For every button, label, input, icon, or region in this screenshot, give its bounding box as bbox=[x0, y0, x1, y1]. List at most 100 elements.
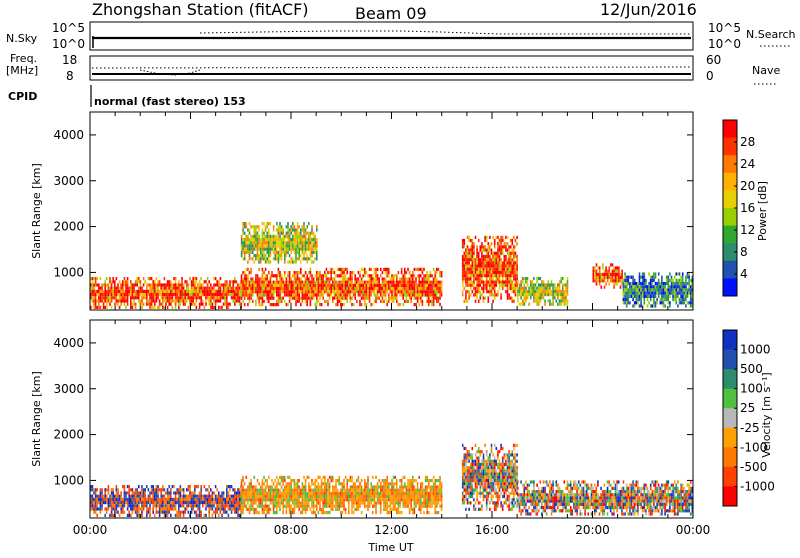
echo-cell bbox=[310, 293, 312, 296]
echo-cell bbox=[436, 277, 438, 280]
echo-cell bbox=[512, 284, 514, 287]
echo-cell bbox=[428, 293, 430, 296]
echo-cell bbox=[343, 508, 345, 511]
nave-tick-bottom: 0 bbox=[706, 69, 714, 83]
echo-cell bbox=[191, 504, 193, 507]
echo-cell bbox=[215, 485, 217, 488]
echo-cell bbox=[180, 293, 182, 296]
echo-cell bbox=[543, 280, 545, 283]
echo-cell bbox=[359, 281, 361, 284]
echo-cell bbox=[468, 268, 470, 271]
echo-cell bbox=[286, 287, 288, 290]
echo-cell bbox=[346, 489, 348, 492]
echo-cell bbox=[324, 492, 326, 495]
echo-cell bbox=[366, 284, 368, 287]
echo-cell bbox=[486, 249, 488, 252]
echo-cell bbox=[396, 482, 398, 485]
echo-cell bbox=[199, 306, 201, 309]
echo-cell bbox=[346, 485, 348, 488]
echo-cell bbox=[287, 489, 289, 492]
echo-cell bbox=[426, 277, 428, 280]
echo-cell bbox=[268, 228, 270, 231]
echo-cell bbox=[377, 290, 379, 293]
echo-cell bbox=[329, 482, 331, 485]
echo-cell bbox=[653, 285, 655, 288]
echo-cell bbox=[377, 293, 379, 296]
echo-cell bbox=[124, 511, 126, 514]
echo-cell bbox=[138, 293, 140, 296]
echo-cell bbox=[260, 297, 262, 300]
echo-cell bbox=[104, 514, 106, 517]
echo-cell bbox=[183, 501, 185, 504]
echo-cell bbox=[396, 495, 398, 498]
echo-cell bbox=[402, 287, 404, 290]
echo-cell bbox=[353, 482, 355, 485]
echo-cell bbox=[394, 495, 396, 498]
echo-cell bbox=[101, 507, 103, 510]
echo-cell bbox=[208, 504, 210, 507]
echo-cell bbox=[502, 274, 504, 277]
echo-cell bbox=[278, 293, 280, 296]
echo-cell bbox=[393, 508, 395, 511]
echo-cell bbox=[226, 280, 228, 283]
echo-cell bbox=[98, 290, 100, 293]
echo-cell bbox=[391, 492, 393, 495]
echo-cell bbox=[146, 501, 148, 504]
echo-cell bbox=[465, 290, 467, 293]
echo-cell bbox=[370, 284, 372, 287]
echo-cell bbox=[292, 238, 294, 241]
echo-cell bbox=[302, 225, 304, 228]
echo-cell bbox=[112, 495, 114, 498]
echo-cell bbox=[141, 293, 143, 296]
echo-cell bbox=[305, 238, 307, 241]
echo-cell bbox=[318, 293, 320, 296]
echo-cell bbox=[513, 268, 515, 271]
echo-cell bbox=[462, 239, 464, 242]
echo-cell bbox=[483, 255, 485, 258]
echo-cell bbox=[483, 274, 485, 277]
echo-cell bbox=[202, 283, 204, 286]
echo-cell bbox=[164, 504, 166, 507]
echo-cell bbox=[688, 288, 690, 291]
echo-cell bbox=[202, 498, 204, 501]
echo-cell bbox=[197, 498, 199, 501]
echo-cell bbox=[462, 245, 464, 248]
echo-cell bbox=[690, 285, 692, 288]
echo-cell bbox=[265, 268, 267, 271]
echo-cell bbox=[194, 283, 196, 286]
echo-cell bbox=[370, 495, 372, 498]
echo-cell bbox=[302, 287, 304, 290]
echo-cell bbox=[300, 489, 302, 492]
echo-cell bbox=[515, 265, 517, 268]
echo-cell bbox=[305, 511, 307, 514]
echo-cell bbox=[672, 292, 674, 295]
echo-cell bbox=[491, 284, 493, 287]
echo-cell bbox=[655, 282, 657, 285]
echo-cell bbox=[255, 508, 257, 511]
echo-cell bbox=[382, 281, 384, 284]
echo-cell bbox=[258, 505, 260, 508]
echo-cell bbox=[626, 276, 628, 279]
echo-cell bbox=[270, 244, 272, 247]
echo-cell bbox=[154, 495, 156, 498]
echo-cell bbox=[546, 283, 548, 286]
echo-cell bbox=[244, 225, 246, 228]
echo-cell bbox=[220, 299, 222, 302]
echo-cell bbox=[472, 261, 474, 264]
echo-cell bbox=[338, 274, 340, 277]
echo-cell bbox=[658, 285, 660, 288]
echo-cell bbox=[316, 254, 318, 257]
echo-cell bbox=[303, 232, 305, 235]
echo-cell bbox=[246, 492, 248, 495]
echo-cell bbox=[183, 511, 185, 514]
echo-cell bbox=[257, 232, 259, 235]
echo-cell bbox=[644, 292, 646, 295]
echo-cell bbox=[380, 511, 382, 514]
echo-cell bbox=[478, 268, 480, 271]
echo-cell bbox=[250, 485, 252, 488]
echo-cell bbox=[237, 491, 239, 494]
echo-cell bbox=[294, 244, 296, 247]
echo-cell bbox=[507, 268, 509, 271]
echo-cell bbox=[290, 225, 292, 228]
echo-cell bbox=[305, 489, 307, 492]
